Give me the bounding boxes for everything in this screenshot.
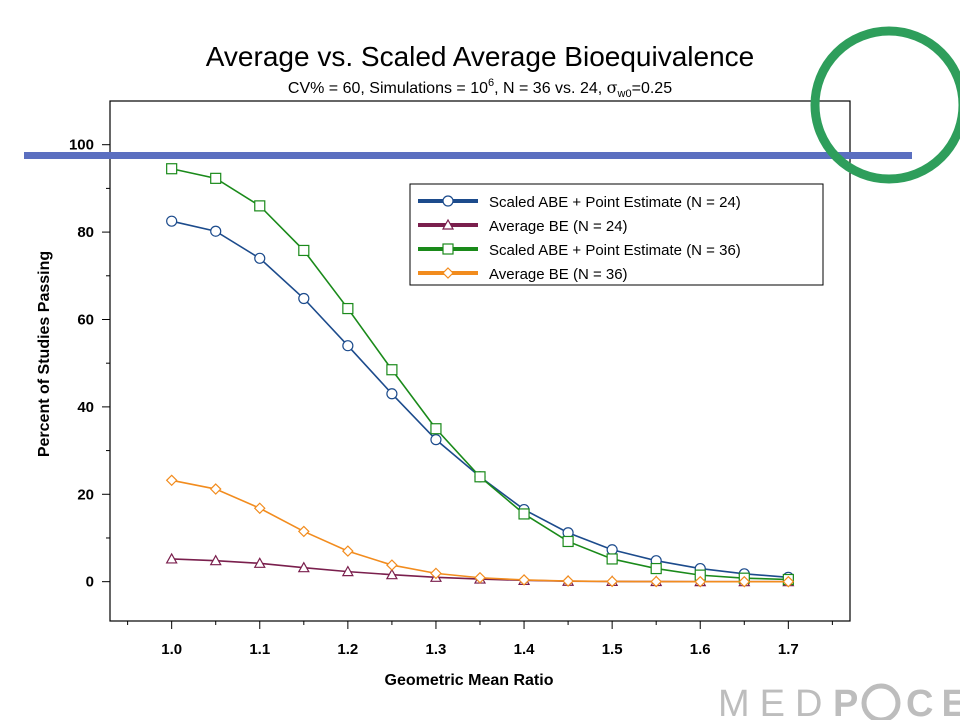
y-tick-label: 20 [77,486,94,503]
legend-marker-diamond [442,267,454,279]
legend-marker-triangle [441,218,455,230]
x-tick-label: 1.3 [426,641,447,658]
chart-legend: Scaled ABE + Point Estimate (N = 24) Aver… [409,183,824,286]
y-tick-label: 60 [77,311,94,328]
series-4 [165,474,795,588]
x-tick-label: 1.1 [249,641,270,658]
data-point-square [650,562,662,575]
data-point-triangle [165,552,178,564]
data-point-circle [342,340,354,352]
data-point-triangle [253,557,266,568]
y-tick-label: 40 [77,399,94,416]
y-tick-label: 80 [77,224,94,241]
data-point-diamond [606,575,618,588]
data-point-diamond [386,559,398,571]
data-point-square [386,364,398,376]
data-point-square [606,553,618,565]
legend-label: Scaled ABE + Point Estimate (N = 24) [489,194,741,211]
header-rule [24,152,912,159]
subtitle-subscript: w0 [617,88,632,100]
data-point-square [518,508,530,520]
data-point-diamond [342,545,354,557]
subtitle-sigma: σ [607,78,618,97]
x-tick-label: 1.4 [514,641,536,658]
data-point-triangle [385,568,398,580]
x-axis-title: Geometric Mean Ratio [385,672,554,689]
subtitle-prefix: CV% = 60, Simulations = 10 [288,80,488,97]
medpace-logo: MED P CE [718,683,960,720]
subtitle-suffix: =0.25 [632,80,673,97]
data-point-diamond [738,575,751,588]
data-point-circle [606,544,618,556]
x-tick-label: 1.2 [337,641,358,658]
subtitle-middle: , N = 36 vs. 24, [494,80,607,97]
data-point-diamond [430,567,442,580]
data-point-triangle [341,565,354,577]
data-point-triangle [297,561,310,573]
subtitle-superscript: 6 [488,77,494,89]
x-tick-label: 1.5 [602,641,623,658]
y-tick-label: 100 [69,137,94,154]
logo-a-ring [861,683,901,720]
series-layer [165,163,795,588]
data-point-diamond [474,571,486,584]
data-point-square [562,535,574,548]
data-point-diamond [297,525,310,538]
data-point-square [430,423,442,435]
legend-label: Scaled ABE + Point Estimate (N = 36) [489,242,741,259]
x-tick-label: 1.6 [690,641,711,658]
y-tick-label: 0 [86,574,94,591]
data-point-square [166,163,178,175]
legend-label: Average BE (N = 24) [489,218,628,235]
chart-subtitle: CV% = 60, Simulations = 106, N = 36 vs. … [288,77,672,100]
data-point-circle [254,252,266,264]
data-point-diamond [209,483,222,495]
y-axis-title: Percent of Studies Passing [36,251,53,457]
x-tick-label: 1.0 [161,641,182,658]
data-point-square [474,471,486,483]
logo-text-p: P [833,683,858,720]
data-point-diamond [253,502,266,515]
logo-text-ce: CE [906,683,960,720]
data-point-square [210,172,222,184]
chart-title: Average vs. Scaled Average Bioequivalenc… [206,41,754,72]
axes: 1.0 1.1 1.2 1.3 1.4 1.5 1.6 1.7 0 20 40 60 80 100 [69,137,833,658]
data-point-diamond [650,575,663,588]
x-tick-label: 1.7 [778,641,799,658]
data-point-diamond [165,474,178,487]
data-point-square [342,302,354,315]
legend-marker-circle [442,195,454,207]
data-point-diamond [782,575,795,588]
data-point-triangle [209,554,222,566]
data-point-square [298,244,310,257]
data-point-diamond [694,575,707,588]
logo-text-med: MED [718,683,832,720]
legend-marker-square [442,243,454,255]
data-point-square [254,200,266,212]
data-point-circle [386,388,398,400]
decorative-ring [810,26,960,184]
legend-box [409,183,824,286]
data-point-diamond [562,575,574,587]
data-point-circle [210,225,222,237]
data-point-circle [166,215,178,227]
legend-label: Average BE (N = 36) [489,266,628,283]
data-point-circle [430,434,442,446]
data-point-diamond [518,574,530,586]
data-point-circle [298,292,310,305]
